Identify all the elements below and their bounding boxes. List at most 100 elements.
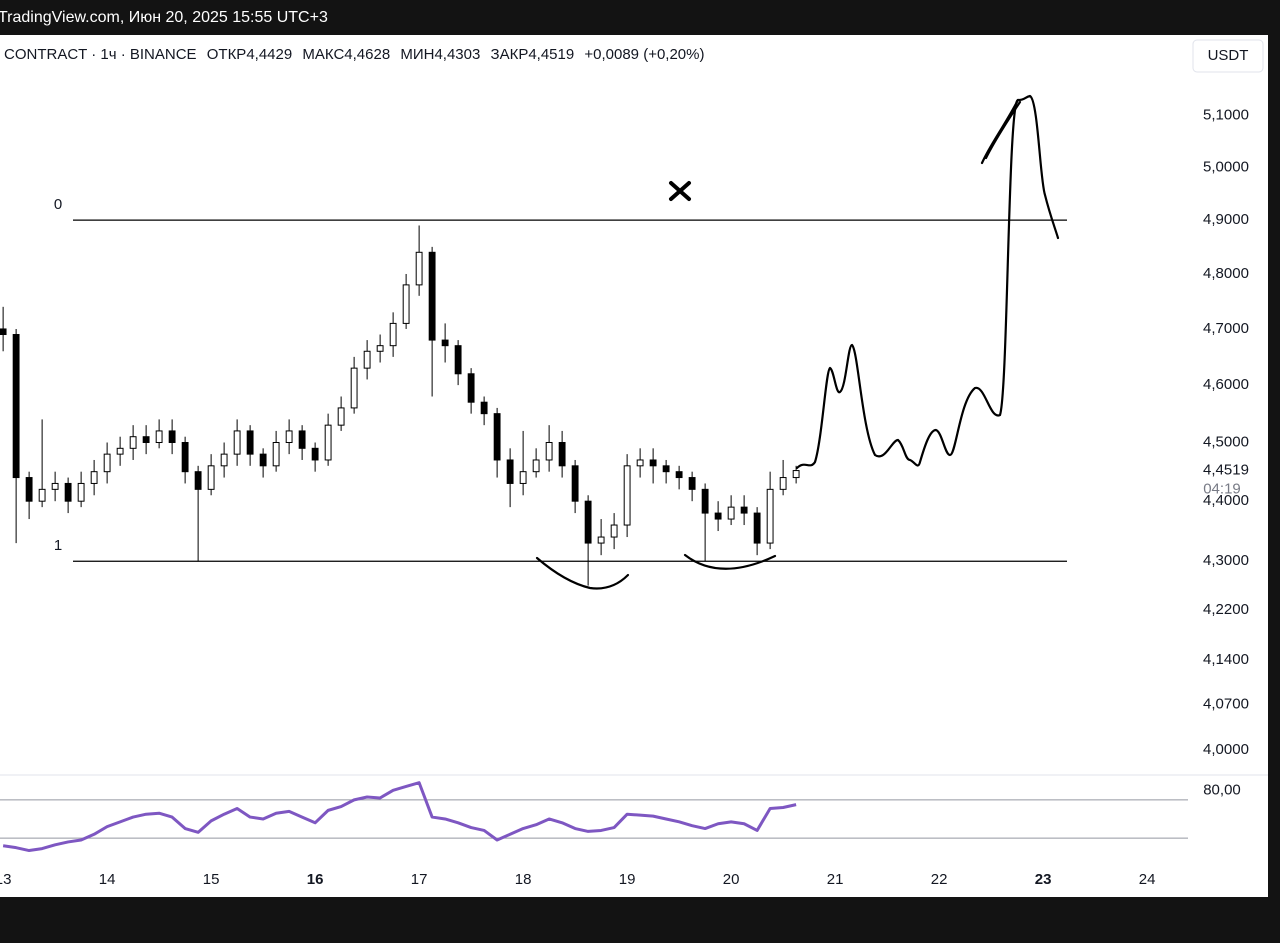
- candle-body: [246, 430, 254, 455]
- candle-body: [64, 482, 72, 502]
- currency-button[interactable]: [1192, 39, 1264, 73]
- candle-body: [376, 345, 384, 352]
- x-tick-label: 13: [0, 871, 11, 888]
- candle-body: [675, 471, 683, 479]
- candle-body: [441, 339, 449, 347]
- legend-label: МАКС: [302, 46, 344, 63]
- legend-value: 4,4519: [528, 46, 574, 63]
- candle-body: [220, 453, 228, 467]
- y-tick-label: 4,0700: [1203, 696, 1249, 713]
- candle-body: [298, 430, 306, 449]
- candle-body: [155, 430, 163, 444]
- candle-body: [623, 465, 631, 526]
- symbol: CONTRACT · 1ч · BINANCE: [4, 46, 197, 63]
- candle-body: [493, 413, 501, 461]
- candle-body: [454, 345, 462, 375]
- candle-body: [662, 465, 670, 473]
- candle-body: [233, 430, 241, 455]
- candle-body: [506, 459, 514, 484]
- x-tick-label: 18: [515, 871, 532, 888]
- candle-body: [350, 367, 358, 409]
- legend-value: 4,4303: [434, 46, 480, 63]
- x-tick-label: 14: [99, 871, 116, 888]
- candle-body: [259, 453, 267, 467]
- candle-body: [38, 488, 46, 502]
- rsi-tick-label: 80,00: [1203, 781, 1241, 798]
- candle-body: [25, 477, 33, 502]
- candle-body: [649, 459, 657, 467]
- legend-line: CONTRACT · 1ч · BINANCE ОТКР4,4429 МАКС4…: [4, 46, 704, 63]
- candle-body: [272, 442, 280, 467]
- y-tick-label: 4,5000: [1203, 433, 1249, 450]
- candle-body: [77, 482, 85, 502]
- y-tick-label: 4,8000: [1203, 265, 1249, 282]
- legend-value: 4,4628: [344, 46, 390, 63]
- x-tick-label: 17: [411, 871, 428, 888]
- cross-marker: [669, 181, 691, 201]
- projection-drawing: [795, 94, 1060, 470]
- candle-body: [402, 284, 410, 324]
- x-tick-label: 23: [1035, 871, 1052, 888]
- y-tick-label: 4,9000: [1203, 211, 1249, 228]
- candle-body: [740, 506, 748, 514]
- candle-body: [636, 459, 644, 467]
- candle-body: [753, 512, 761, 544]
- y-tick-label: 4,1400: [1203, 651, 1249, 668]
- y-tick-label: 5,1000: [1203, 107, 1249, 124]
- candle-body: [181, 442, 189, 473]
- arc-drawing: [683, 553, 777, 570]
- currency[interactable]: USDT: [1208, 47, 1249, 64]
- plot: 4,0000 4,0700 4,1400 4,2200 4,3000 4,4000 4,50…: [0, 107, 1249, 888]
- legend-label: ЗАКР: [491, 46, 529, 63]
- candle-body: [701, 488, 709, 514]
- candle-body: [597, 536, 605, 544]
- candle-body: [714, 512, 722, 520]
- x-tick-label: 21: [827, 871, 844, 888]
- x-tick-label: 16: [307, 871, 324, 888]
- y-tick-label: 5,0000: [1203, 158, 1249, 175]
- candle-body: [610, 524, 618, 538]
- candle-body: [584, 500, 592, 544]
- candle-body: [688, 477, 696, 490]
- candle-body: [467, 373, 475, 403]
- drawings: [535, 94, 1060, 590]
- candle-body: [311, 447, 319, 461]
- candle-body: [558, 442, 566, 467]
- candle-body: [168, 430, 176, 444]
- candle-body: [766, 488, 774, 544]
- candle-body: [792, 470, 800, 479]
- source-title: TradingView.com, Июн 20, 2025 15:55 UTC+…: [0, 9, 328, 26]
- legend-value: 4,4429: [246, 46, 292, 63]
- y-tick-label: 4,7000: [1203, 320, 1249, 337]
- rsi-line: [2, 781, 797, 853]
- y-tick-label: 4,2200: [1203, 601, 1249, 618]
- candle-body: [779, 477, 787, 490]
- candle-body: [545, 442, 553, 461]
- candle-body: [519, 471, 527, 484]
- candle-body: [324, 424, 332, 461]
- x-tick-label: 24: [1139, 871, 1156, 888]
- candle-body: [12, 334, 20, 479]
- arc-drawing: [535, 556, 630, 590]
- legend-label: ОТКР: [207, 46, 247, 63]
- x-tick-label: 19: [619, 871, 636, 888]
- candle-body: [103, 453, 111, 473]
- legend-label: МИН: [400, 46, 434, 63]
- x-tick-label: 15: [203, 871, 220, 888]
- candle-body: [0, 328, 7, 336]
- change: +0,0089 (+0,20%): [584, 46, 704, 63]
- candle-body: [194, 471, 202, 490]
- y-tick-label: 4,4000: [1203, 492, 1249, 509]
- level-label: 1: [54, 537, 62, 554]
- candle-body: [285, 430, 293, 444]
- x-tick-label: 22: [931, 871, 948, 888]
- candle-body: [129, 436, 137, 449]
- projection-drawing: [980, 98, 1022, 165]
- candle-body: [389, 322, 397, 347]
- candle-body: [532, 459, 540, 473]
- candle-body: [337, 407, 345, 426]
- candle-body: [51, 482, 59, 490]
- candle-body: [116, 447, 124, 455]
